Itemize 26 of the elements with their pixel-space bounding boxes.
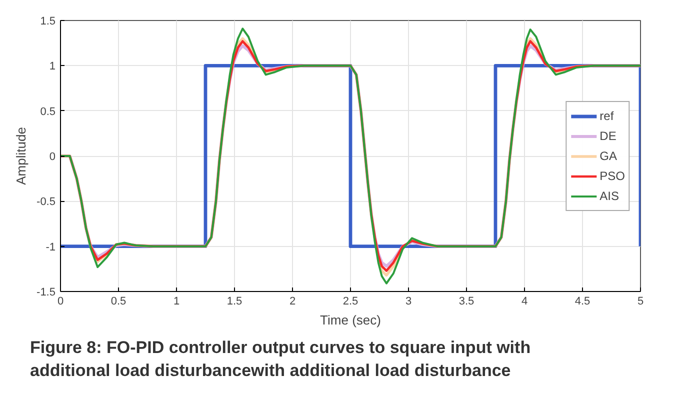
x-tick-label: 2.5 (342, 296, 358, 308)
legend-label: PSO (600, 168, 625, 182)
y-tick-label: 0 (49, 151, 56, 163)
x-tick-label: 0 (57, 296, 64, 308)
y-tick-label: -1 (46, 241, 56, 254)
x-tick-label: 4.5 (574, 296, 590, 308)
y-tick-label: 1.5 (40, 16, 56, 28)
legend-label: DE (600, 128, 618, 142)
y-axis-title: Amplitude (14, 127, 29, 185)
x-tick-label: 3 (405, 296, 412, 308)
x-tick-label: 5 (637, 296, 644, 308)
x-tick-label: 1.5 (226, 296, 242, 308)
x-axis-title: Time (sec) (320, 312, 381, 328)
x-tick-label: 4 (521, 296, 528, 308)
x-tick-label: 2 (289, 296, 296, 308)
legend-label: GA (600, 148, 618, 162)
legend-label: ref (600, 108, 615, 122)
y-tick-label: -0.5 (36, 196, 56, 208)
x-tick-label: 0.5 (110, 296, 126, 308)
legend-label: AIS (600, 188, 620, 202)
caption: Figure 8: FO-PID controller output curves to square input with additional load disturbancewith additional load disturbance (30, 337, 532, 382)
y-tick-label: 1 (49, 60, 56, 73)
y-tick-label: 0.5 (40, 106, 56, 118)
y-tick-label: -1.5 (36, 286, 56, 298)
x-tick-label: 1 (173, 296, 180, 308)
x-tick-label: 3.5 (458, 296, 474, 308)
